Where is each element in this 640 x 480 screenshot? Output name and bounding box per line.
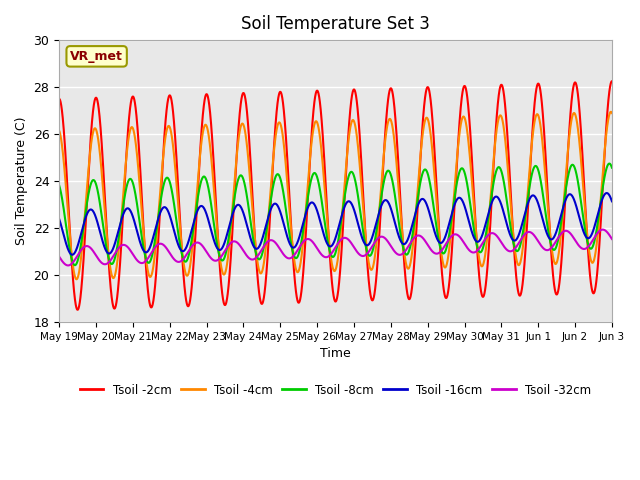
Tsoil -8cm [608, 165, 616, 170]
Tsoil -32cm [608, 236, 616, 242]
Tsoil -16cm [603, 190, 611, 196]
Tsoil -8cm [460, 167, 467, 172]
Tsoil -8cm [578, 206, 586, 212]
Tsoil -4cm [578, 168, 586, 174]
Tsoil -4cm [475, 254, 483, 260]
Tsoil -16cm [585, 235, 593, 241]
Tsoil -16cm [55, 216, 63, 222]
Tsoil -2cm [243, 109, 251, 115]
Line: Tsoil -16cm: Tsoil -16cm [59, 193, 612, 255]
Tsoil -32cm [578, 245, 586, 251]
Tsoil -4cm [608, 110, 616, 116]
Tsoil -16cm [460, 200, 467, 205]
Tsoil -32cm [64, 263, 72, 268]
Tsoil -8cm [243, 194, 251, 200]
Tsoil -4cm [243, 144, 251, 149]
Tsoil -4cm [55, 128, 63, 133]
Tsoil -32cm [475, 246, 483, 252]
Tsoil -8cm [605, 161, 613, 167]
Tsoil -8cm [71, 263, 79, 268]
Tsoil -16cm [243, 223, 251, 228]
Tsoil -32cm [317, 251, 324, 257]
Text: VR_met: VR_met [70, 50, 123, 63]
Y-axis label: Soil Temperature (C): Soil Temperature (C) [15, 117, 28, 245]
Legend: Tsoil -2cm, Tsoil -4cm, Tsoil -8cm, Tsoil -16cm, Tsoil -32cm: Tsoil -2cm, Tsoil -4cm, Tsoil -8cm, Tsoi… [75, 379, 596, 401]
Tsoil -2cm [475, 269, 483, 275]
Tsoil -4cm [607, 109, 614, 115]
Tsoil -32cm [55, 254, 63, 260]
Tsoil -16cm [68, 252, 76, 258]
Line: Tsoil -32cm: Tsoil -32cm [59, 229, 612, 265]
Tsoil -32cm [599, 227, 607, 232]
Tsoil -2cm [74, 307, 81, 312]
Tsoil -16cm [608, 198, 616, 204]
Tsoil -4cm [460, 114, 467, 120]
Tsoil -2cm [317, 108, 324, 114]
Tsoil -16cm [317, 221, 324, 227]
Tsoil -2cm [578, 143, 586, 149]
Tsoil -8cm [55, 182, 63, 188]
Tsoil -8cm [585, 243, 593, 249]
Tsoil -4cm [585, 246, 593, 252]
X-axis label: Time: Time [320, 348, 351, 360]
Tsoil -4cm [317, 142, 324, 147]
Tsoil -4cm [73, 276, 81, 282]
Tsoil -16cm [578, 224, 586, 229]
Tsoil -2cm [585, 258, 593, 264]
Tsoil -32cm [243, 253, 251, 259]
Line: Tsoil -4cm: Tsoil -4cm [59, 112, 612, 279]
Line: Tsoil -2cm: Tsoil -2cm [59, 81, 612, 310]
Tsoil -2cm [608, 78, 616, 84]
Tsoil -32cm [585, 243, 593, 249]
Tsoil -8cm [317, 192, 324, 198]
Tsoil -32cm [460, 239, 467, 245]
Title: Soil Temperature Set 3: Soil Temperature Set 3 [241, 15, 430, 33]
Tsoil -16cm [475, 239, 483, 244]
Line: Tsoil -8cm: Tsoil -8cm [59, 164, 612, 265]
Tsoil -2cm [55, 96, 63, 102]
Tsoil -2cm [460, 85, 467, 91]
Tsoil -8cm [475, 248, 483, 254]
